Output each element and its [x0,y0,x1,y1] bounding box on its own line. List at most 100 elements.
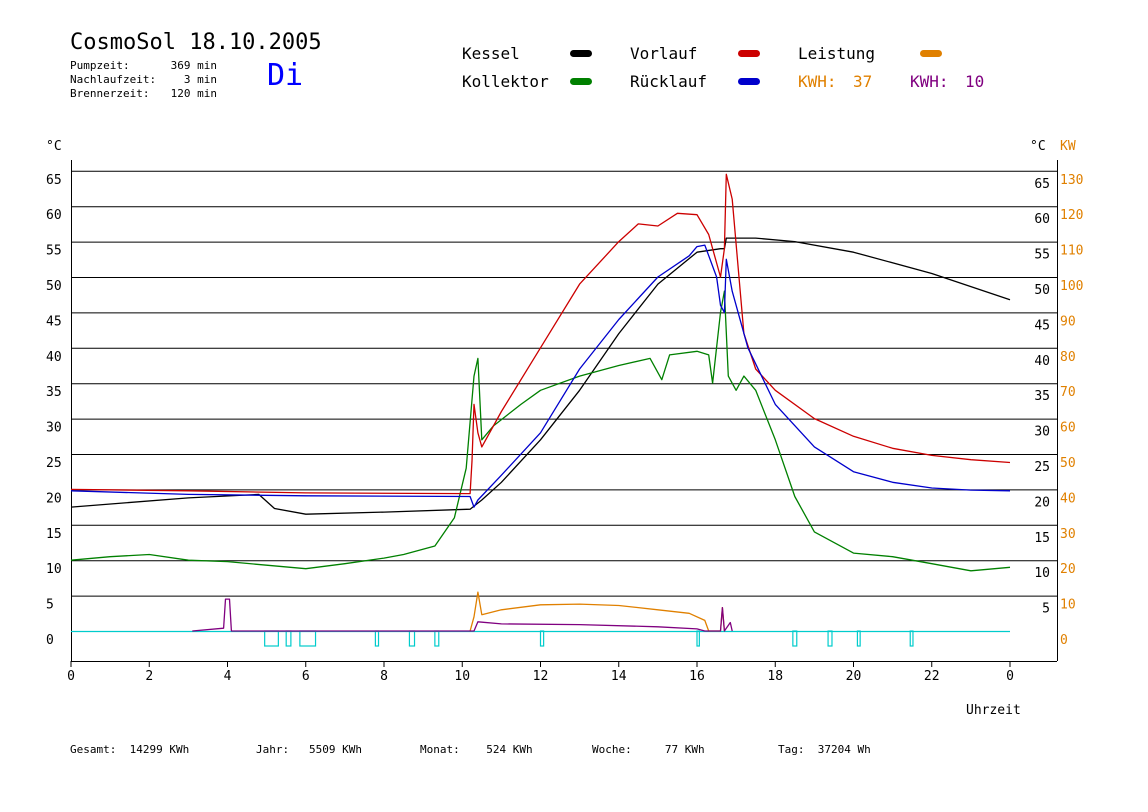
y-tick-label-right-c-30: 30 [1034,425,1050,440]
y-tick-label-right-c-50: 50 [1034,283,1050,298]
x-tick-label-10: 20 [846,669,862,684]
y-tick-label-left-40: 40 [46,350,62,365]
pump-pulse-3 [374,630,380,647]
y-tick-label-left-25: 25 [46,456,62,471]
stat-label-nachlaufzeit: Nachlaufzeit: [70,73,157,86]
y-tick-label-left-35: 35 [46,385,62,400]
x-tick-label-3: 6 [302,669,310,684]
y-axis-label-right-c: °C [1030,139,1046,154]
stat-value-brennerzeit: 120 min [170,87,217,100]
legend-ruecklauf-label: Rücklauf [630,72,708,91]
stat-value-nachlaufzeit: 3 min [183,73,217,86]
x-tick-label-9: 18 [767,669,783,684]
pump-pulse-10 [856,630,861,647]
y-tick-label-left-0: 0 [46,633,54,648]
y-tick-label-right-kw-60: 60 [1060,421,1076,436]
legend-kollektor-label: Kollektor [462,72,549,91]
series-line-kwh2 [192,598,733,632]
legend-kwh1-label: KWH: [798,72,837,91]
x-tick-label-0: 0 [67,669,75,684]
legend-kwh2-value: 10 [965,72,985,91]
pump-pulse-9 [827,630,833,647]
stat-label-brennerzeit: Brennerzeit: [70,87,150,100]
x-tick-label-6: 12 [533,669,549,684]
y-tick-label-right-kw-120: 120 [1060,208,1083,223]
y-tick-label-right-kw-130: 130 [1060,173,1083,188]
legend-leistung-swatch [920,50,942,57]
legend-kwh1-value: 37 [853,72,873,91]
y-tick-label-right-c-10: 10 [1034,566,1050,581]
pump-pulse-5 [434,630,440,647]
footer-jahr: Jahr: 5509 KWh [256,743,362,756]
series-line-ruecklauf [70,244,1011,508]
legend-kessel-swatch [570,50,592,57]
y-axis-label-right-kw: KW [1060,139,1076,154]
y-tick-label-right-c-15: 15 [1034,531,1050,546]
y-tick-label-right-c-65: 65 [1034,177,1050,192]
y-tick-label-right-c-25: 25 [1034,460,1050,475]
stat-value-pumpzeit: 369 min [170,59,217,72]
pump-pulse-11 [909,630,914,647]
stat-label-pumpzeit: Pumpzeit: [70,59,130,72]
y-tick-label-right-kw-10: 10 [1060,598,1076,613]
pump-pulse-8 [792,630,798,647]
y-tick-label-left-60: 60 [46,208,62,223]
pump-pulse-6 [539,630,545,647]
pump-pulse-4 [408,630,416,647]
x-axis-label: Uhrzeit [966,703,1021,718]
weekday-label: Di [267,58,304,93]
y-tick-label-right-c-40: 40 [1034,354,1050,369]
x-tick-label-11: 22 [924,669,940,684]
x-tick-label-4: 8 [380,669,388,684]
legend-vorlauf-swatch [738,50,760,57]
legend-kessel-label: Kessel [462,44,520,63]
y-tick-label-right-kw-0: 0 [1060,633,1068,648]
legend-kwh2-label: KWH: [910,72,949,91]
series-line-vorlauf [70,173,1011,495]
chart-title: CosmoSol 18.10.2005 [70,30,322,55]
legend-ruecklauf-swatch [738,78,760,85]
pump-pulse-7 [696,630,700,647]
x-tick-label-1: 2 [145,669,153,684]
y-tick-label-right-c-35: 35 [1034,389,1050,404]
x-tick-label-2: 4 [224,669,232,684]
y-tick-label-right-kw-80: 80 [1060,350,1076,365]
chart-plot: 0 2 4 6 8 10 12 14 16 18 20 22 005101520253035404550… [46,139,1083,718]
y-tick-label-left-45: 45 [46,314,62,329]
y-tick-label-left-15: 15 [46,527,62,542]
x-tick-label-5: 10 [454,669,470,684]
y-tick-label-right-c-20: 20 [1034,495,1050,510]
y-tick-label-right-kw-110: 110 [1060,244,1083,259]
y-tick-label-left-10: 10 [46,562,62,577]
footer-woche: Woche: 77 KWh [592,743,705,756]
footer-monat: Monat: 524 KWh [420,743,533,756]
y-tick-label-right-c-5: 5 [1042,602,1050,617]
y-tick-label-right-kw-90: 90 [1060,314,1076,329]
x-tick-label-7: 14 [611,669,627,684]
legend-kollektor-swatch [570,78,592,85]
y-tick-label-right-kw-70: 70 [1060,385,1076,400]
footer-tag: Tag: 37204 Wh [778,743,871,756]
y-tick-label-left-20: 20 [46,491,62,506]
y-tick-label-left-65: 65 [46,173,62,188]
footer-gesamt: Gesamt: 14299 KWh [70,743,190,756]
x-tick-label-8: 16 [689,669,705,684]
legend-leistung-label: Leistung [798,44,876,63]
y-tick-label-right-kw-50: 50 [1060,456,1076,471]
y-tick-label-right-kw-40: 40 [1060,491,1076,506]
y-tick-label-left-5: 5 [46,598,54,613]
x-tick-label-12: 0 [1006,669,1014,684]
y-axis-label-left: °C [46,139,62,154]
y-tick-label-right-c-45: 45 [1034,318,1050,333]
y-tick-label-right-kw-20: 20 [1060,562,1076,577]
pump-pulse-2 [299,630,317,647]
y-tick-label-right-kw-100: 100 [1060,279,1083,294]
y-tick-label-left-50: 50 [46,279,62,294]
pump-pulse-0 [264,630,279,647]
y-tick-label-right-c-55: 55 [1034,248,1050,263]
y-tick-label-left-30: 30 [46,421,62,436]
series-line-kollektor [70,290,1011,572]
legend-vorlauf-label: Vorlauf [630,44,698,63]
y-tick-label-left-55: 55 [46,244,62,259]
y-tick-label-right-c-60: 60 [1034,212,1050,227]
